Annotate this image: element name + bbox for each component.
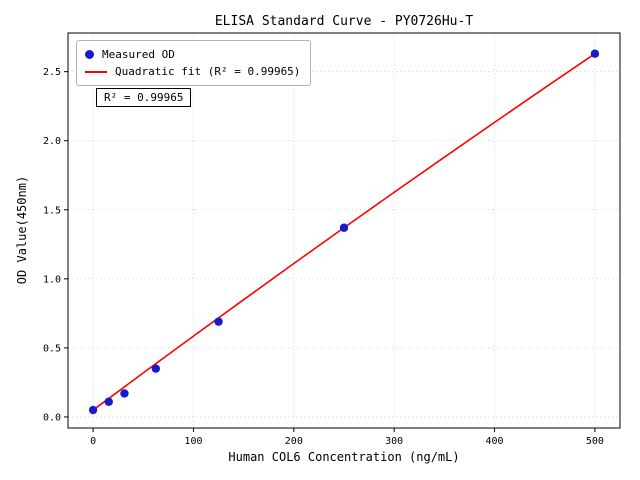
y-axis-label: OD Value(450nm) (15, 175, 29, 285)
chart-title: ELISA Standard Curve - PY0726Hu-T (214, 14, 474, 29)
data-point (339, 223, 349, 232)
plot-border (67, 32, 621, 429)
scatter-marker-icon (85, 50, 94, 59)
legend-label-quadratic-fit: Quadratic fit (R² = 0.99965) (115, 65, 301, 78)
r-squared-annotation: R² = 0.99965 (96, 88, 192, 107)
legend-item-measured-od: Measured OD (85, 46, 300, 63)
y-tick-label: 1.0 (43, 274, 61, 285)
data-point (104, 397, 113, 406)
line-marker-icon (85, 70, 107, 73)
y-tick-label: 0.0 (43, 412, 61, 423)
data-point (214, 317, 223, 326)
y-tick-label: 2.5 (43, 67, 61, 78)
x-tick-label: 0 (90, 436, 96, 447)
data-point (120, 389, 129, 398)
x-tick-label: 200 (285, 436, 303, 447)
y-tick-label: 0.5 (43, 343, 61, 354)
x-tick-label: 300 (385, 436, 403, 447)
legend-label-measured-od: Measured OD (102, 48, 175, 61)
x-tick-label: 500 (586, 436, 604, 447)
x-tick-label: 100 (184, 436, 202, 447)
x-axis-label: Human COL6 Concentration (ng/mL) (228, 450, 460, 464)
y-tick-label: 2.0 (43, 136, 61, 147)
data-point (88, 405, 98, 415)
x-tick-label: 400 (486, 436, 504, 447)
data-point (151, 364, 161, 373)
legend-item-quadratic-fit: Quadratic fit (R² = 0.99965) (85, 63, 300, 80)
y-tick-label: 1.5 (43, 205, 61, 216)
legend: Measured OD Quadratic fit (R² = 0.99965) (76, 40, 312, 86)
data-point (590, 49, 600, 58)
